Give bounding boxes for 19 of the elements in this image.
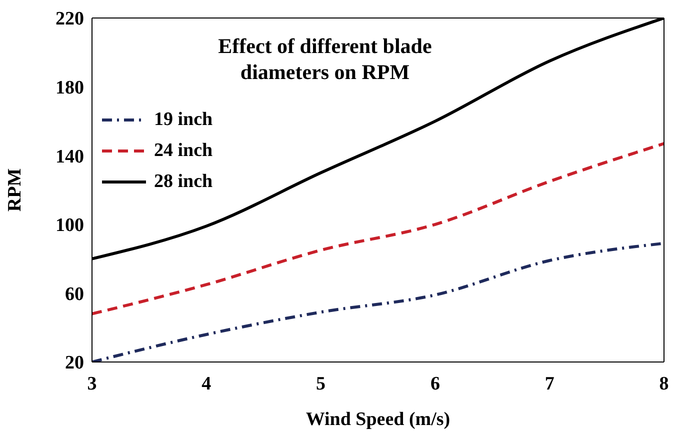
legend-label: 28 inch [154,170,213,192]
x-tick-label: 3 [87,373,97,394]
x-tick-label: 7 [544,373,555,394]
x-tick-label: 8 [659,373,669,394]
legend-label: 19 inch [154,108,213,130]
y-tick-label: 20 [65,352,84,374]
y-tick-label: 140 [56,146,84,168]
x-axis-title: Wind Speed (m/s) [306,409,450,430]
y-axis-title: RPM [4,168,26,212]
y-tick-label: 60 [65,284,84,305]
line-series [92,142,664,316]
y-tick-label: 220 [56,8,84,30]
y-tick-label: 100 [56,215,84,236]
y-tick-label: 180 [56,78,84,99]
legend-label: 24 inch [154,140,213,162]
x-tick-label: 6 [430,373,440,394]
x-tick-label: 5 [316,373,326,394]
text: Effect of different blade diameters on RPM [217,33,433,85]
x-tick-label: 4 [202,373,212,394]
